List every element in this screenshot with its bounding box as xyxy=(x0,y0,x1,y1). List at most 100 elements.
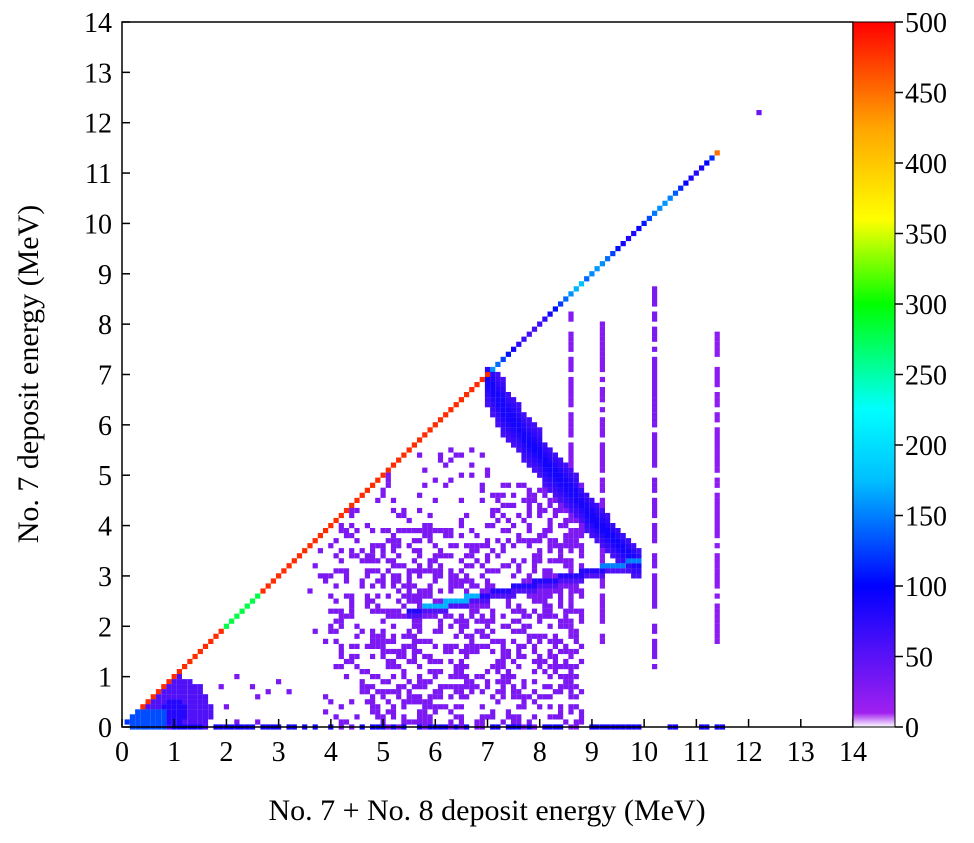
heatmap-cell xyxy=(437,452,444,458)
heatmap-cell xyxy=(380,528,386,534)
heatmap-cell xyxy=(505,351,511,357)
heatmap-cell xyxy=(417,538,423,544)
heatmap-cell xyxy=(443,412,449,418)
heatmap-cell xyxy=(328,628,334,634)
heatmap-cell xyxy=(338,512,344,519)
heatmap-cell xyxy=(411,658,417,665)
heatmap-cell xyxy=(526,538,532,544)
heatmap-cell xyxy=(396,613,402,619)
heatmap-cell xyxy=(599,497,605,503)
heatmap-cell xyxy=(437,553,444,559)
heatmap-cell xyxy=(484,583,491,589)
heatmap-cell xyxy=(714,633,720,639)
heatmap-cell xyxy=(474,593,480,599)
heatmap-cell xyxy=(359,679,365,685)
heatmap-cell xyxy=(568,563,574,569)
heatmap-cell xyxy=(511,417,517,423)
heatmap-cell xyxy=(537,558,543,564)
heatmap-cell xyxy=(652,210,658,216)
heatmap-cell xyxy=(495,553,501,559)
heatmap-cell xyxy=(568,477,574,483)
heatmap-cell xyxy=(307,543,313,549)
heatmap-cell xyxy=(542,492,548,498)
heatmap-cell xyxy=(333,714,339,720)
heatmap-cell xyxy=(652,382,658,388)
heatmap-cell xyxy=(458,689,464,695)
heatmap-cell xyxy=(328,623,334,629)
heatmap-cell xyxy=(526,528,532,534)
heatmap-cell xyxy=(443,598,449,604)
heatmap-cell xyxy=(652,588,658,594)
heatmap-cell xyxy=(448,447,454,453)
heatmap-cell xyxy=(197,694,203,700)
heatmap-cell xyxy=(558,553,564,559)
heatmap-cell xyxy=(464,553,470,559)
heatmap-cell xyxy=(349,548,355,554)
heatmap-cell xyxy=(531,699,538,705)
heatmap-cell xyxy=(385,608,391,614)
heatmap-cell xyxy=(458,704,464,710)
heatmap-cell xyxy=(448,533,454,539)
heatmap-cell xyxy=(526,719,532,725)
heatmap-cell xyxy=(161,709,167,715)
heatmap-cell xyxy=(594,568,600,574)
heatmap-cell xyxy=(521,497,527,503)
heatmap-cell xyxy=(385,679,391,685)
heatmap-cell xyxy=(563,623,569,629)
heatmap-cell xyxy=(526,578,532,584)
heatmap-cell xyxy=(234,613,240,619)
heatmap-cell xyxy=(547,684,553,690)
heatmap-cell xyxy=(375,638,381,644)
heatmap-cell xyxy=(537,447,543,453)
heatmap-cell xyxy=(338,568,344,574)
heatmap-cell xyxy=(558,709,564,715)
heatmap-cell xyxy=(422,593,428,599)
heatmap-cell xyxy=(547,311,553,317)
heatmap-cell xyxy=(505,538,511,544)
heatmap-cell xyxy=(584,507,590,514)
heatmap-cell xyxy=(568,558,574,564)
heatmap-cell xyxy=(584,497,590,503)
heatmap-cell xyxy=(531,588,538,594)
heatmap-cell xyxy=(448,573,454,579)
heatmap-cell xyxy=(547,502,553,508)
heatmap-cell xyxy=(338,523,344,529)
heatmap-cell xyxy=(568,356,574,362)
heatmap-cell xyxy=(599,517,605,524)
heatmap-cell xyxy=(390,563,397,569)
heatmap-cell xyxy=(573,704,579,710)
heatmap-cell xyxy=(652,573,658,579)
heatmap-cell xyxy=(558,714,564,720)
heatmap-cell xyxy=(155,689,162,695)
heatmap-cell xyxy=(511,714,517,720)
heatmap-cell xyxy=(484,366,491,373)
heatmap-cell xyxy=(495,417,501,423)
heatmap-cell xyxy=(542,593,548,599)
heatmap-cell xyxy=(135,709,141,715)
heatmap-cell xyxy=(171,684,177,690)
heatmap-cell xyxy=(490,382,496,388)
heatmap-cell xyxy=(417,719,423,725)
heatmap-cell xyxy=(417,598,423,604)
heatmap-cell xyxy=(411,583,417,589)
heatmap-cell xyxy=(338,558,344,564)
heatmap-cell xyxy=(448,709,454,715)
heatmap-cell xyxy=(573,533,579,539)
heatmap-cell xyxy=(558,593,564,599)
heatmap-cell xyxy=(547,543,553,549)
heatmap-cell xyxy=(484,543,491,549)
heatmap-cell xyxy=(568,462,574,468)
heatmap-cell xyxy=(490,613,496,619)
heatmap-cell xyxy=(568,387,574,393)
heatmap-cell xyxy=(563,477,569,483)
heatmap-cell xyxy=(385,638,391,644)
heatmap-cell xyxy=(375,608,381,614)
heatmap-cell xyxy=(568,608,574,614)
heatmap-cell xyxy=(417,588,423,594)
heatmap-cell xyxy=(589,497,595,503)
heatmap-cell xyxy=(526,512,532,519)
heatmap-cell xyxy=(343,674,350,680)
heatmap-cell xyxy=(542,568,548,574)
heatmap-cell xyxy=(610,538,616,544)
